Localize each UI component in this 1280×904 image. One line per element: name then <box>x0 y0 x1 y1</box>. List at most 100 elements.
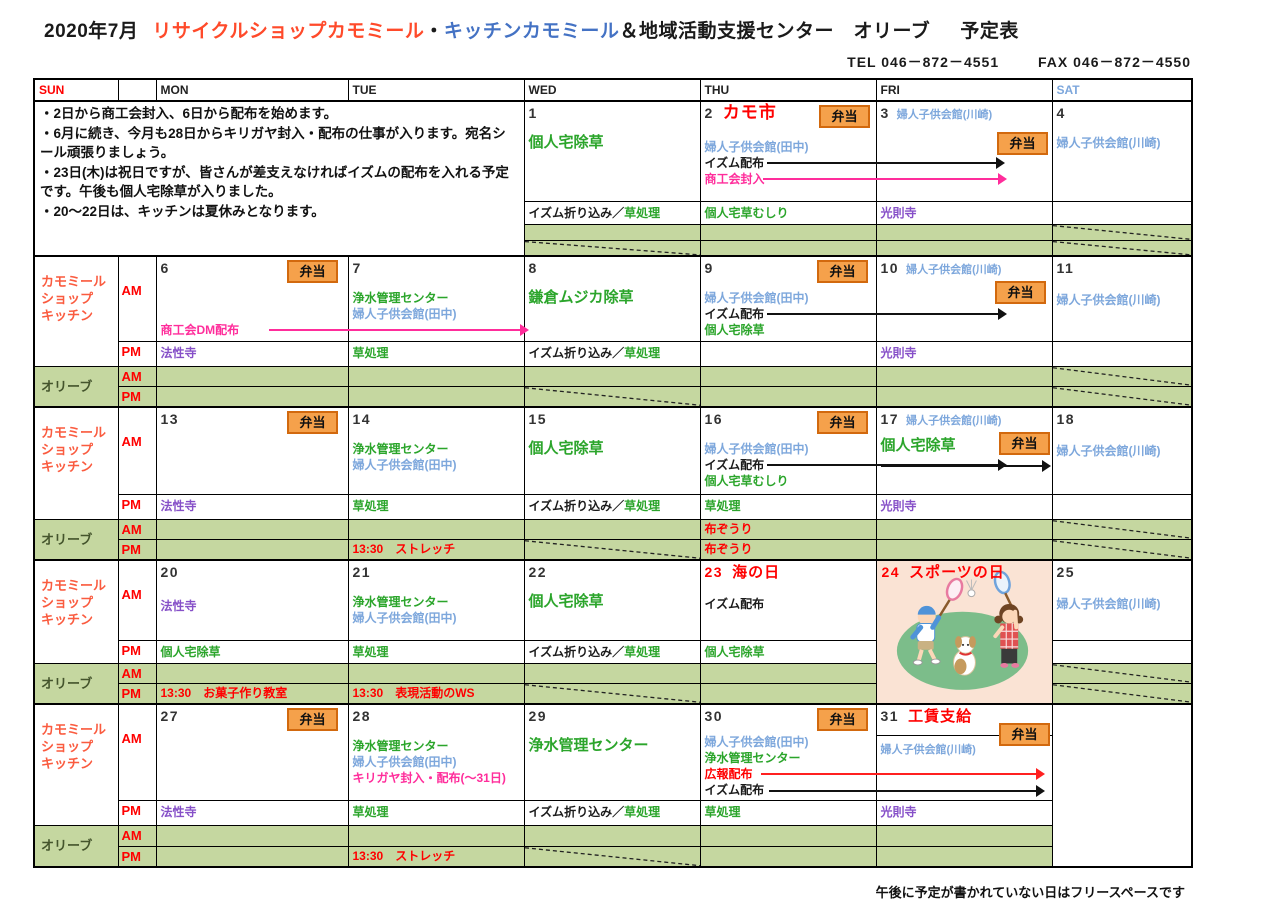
day-cell-pm: 光則寺 <box>875 200 1053 225</box>
event-text: 草処理 <box>704 499 741 513</box>
olive-cell-opm <box>523 539 701 561</box>
schedule-line: 鎌倉ムジカ除草 <box>529 288 696 307</box>
day-number: 20 <box>160 564 180 580</box>
olive-cell-opm <box>155 539 349 561</box>
olive-cell-oam <box>523 824 701 847</box>
camomile-label-line: キッチン <box>41 308 94 323</box>
olive-cell-oam <box>1051 519 1193 540</box>
olive-cell-opm <box>1051 682 1193 704</box>
schedule-arrow <box>766 308 1007 320</box>
olive-cell-oam <box>523 662 701 684</box>
week-row-olive-am <box>34 223 1193 241</box>
olive-activity: 13:30 お菓子作り教室 <box>161 685 344 701</box>
day-number-line: 3 婦人子供会館(川崎) <box>881 104 1048 124</box>
day-number-line: 23 海の日 <box>705 563 872 582</box>
day-cell-pm: 個人宅草むしり <box>699 200 877 225</box>
day-cell-am: 20 法性寺 <box>155 559 349 641</box>
olive-cell-opm <box>523 682 701 704</box>
day-cell-am: 31 工賃支給 婦人子供会館(川崎) 弁当 <box>875 702 1053 801</box>
week-row-pm: PM 法性寺 草処理 イズム折り込み／草処理 光則寺 <box>34 340 1193 367</box>
olive-pm-label: PM <box>117 539 157 561</box>
olive-label: オリーブ <box>33 824 119 868</box>
day-number-line: 28 <box>353 707 520 726</box>
day-header-tue: TUE <box>347 78 525 102</box>
event-text: 婦人子供会館(田中) <box>704 441 809 456</box>
schedule-line: イズム配布 <box>705 596 872 612</box>
schedule-line: 婦人子供会館(田中) <box>353 610 520 626</box>
page-title: 2020年7月 リサイクルショップカモミール・キッチンカモミール＆地域活動支援セン… <box>44 16 1019 43</box>
event-text: 浄水管理センター <box>352 738 449 753</box>
event-text: イズム配布 <box>704 782 765 797</box>
olive-cell-opm <box>1051 539 1193 561</box>
title-date: 2020年7月 <box>44 21 139 42</box>
event-text: 浄水管理センター <box>352 441 449 456</box>
olive-cell-oam <box>155 662 349 684</box>
event-text: 光則寺 <box>880 499 917 513</box>
event-text: イズム配布 <box>704 156 765 170</box>
footer-note: 午後に予定が書かれていない日はフリースペースです <box>875 885 1185 900</box>
event-text: 草処理 <box>624 644 661 659</box>
title-suffix: 予定表 <box>960 21 1019 42</box>
schedule-line: 婦人子供会館(川崎) <box>1057 443 1188 459</box>
event-text: 13:30 ストレッチ <box>352 542 456 556</box>
event-text: 婦人子供会館(川崎) <box>1056 136 1161 150</box>
event-text: 布ぞうり <box>704 522 753 536</box>
day-number: 13 <box>160 410 180 427</box>
day-number-line: 6 <box>161 259 344 278</box>
strikethrough-line <box>525 241 700 256</box>
event-text: 商工会DM配布 <box>160 323 240 337</box>
event-text: 布ぞうり <box>704 542 753 556</box>
monthly-notes: ・2日から商工会封入、6日から配布を始めます。 ・6月に続き、今月も28日からキリ… <box>33 100 525 257</box>
week-row-pm: PM 法性寺 草処理 イズム折り込み／草処理 草処理 光則寺 <box>34 799 1192 826</box>
day-number: 8 <box>528 260 538 276</box>
event-text: 光則寺 <box>880 804 917 819</box>
event-text: 法性寺 <box>160 499 197 513</box>
camomile-label-line: キッチン <box>41 755 94 771</box>
day-cell-am: 14 浄水管理センター 婦人子供会館(田中) <box>347 405 525 495</box>
event-text: 法性寺 <box>160 345 197 360</box>
cell-divider-line <box>876 734 1052 736</box>
venue-label: 婦人子供会館(川崎) <box>906 414 1002 427</box>
event-text: 個人宅除草 <box>528 134 604 151</box>
olive-cell-oam <box>1051 662 1193 684</box>
day-cell-pm: 光則寺 <box>875 799 1053 826</box>
olive-cell-opm <box>875 385 1053 407</box>
olive-cell-oam <box>155 365 349 387</box>
pm-label: PM <box>117 799 157 826</box>
schedule-line: 婦人子供会館(田中) <box>353 457 520 473</box>
event-text: 婦人子供会館(田中) <box>352 611 457 625</box>
day-number-line: 11 <box>1057 259 1188 278</box>
day-cell-am: 29 浄水管理センター <box>523 702 701 801</box>
strikethrough-line <box>1053 225 1192 240</box>
olive-pm-label: PM <box>117 682 157 704</box>
event-text: 草処理 <box>352 499 389 513</box>
event-text: 13:30 お菓子作り教室 <box>160 685 288 700</box>
day-cell-pm <box>699 340 877 367</box>
bento-badge: 弁当 <box>817 707 868 731</box>
event-text: イズム折り込み／ <box>528 644 625 659</box>
schedule-line: 婦人子供会館(川崎) <box>1057 135 1188 151</box>
header-row: SUN MON TUE WED THU FRI SAT <box>33 78 1193 102</box>
event-text: キリガヤ封入・配布(～31日) <box>352 770 506 785</box>
event-text: 草処理 <box>624 804 661 819</box>
week-row-am: カモミール ショップ キッチン AM 6 商工会DM配布 弁当 7 浄水管理センター 婦人子供会館… <box>33 255 1193 367</box>
day-cell-pm: イズム折り込み／草処理 <box>523 340 701 367</box>
day-cell-am: 17 婦人子供会館(川崎) 個人宅除草 弁当 <box>875 405 1053 495</box>
event-text: 浄水管理センター <box>704 750 801 765</box>
week-row-olive-pm: PM 13:30 ストレッチ <box>34 845 1192 868</box>
day-number-line: 22 <box>529 563 696 582</box>
day-header-wed: WED <box>523 78 701 102</box>
schedule-line: 商工会DM配布 <box>161 322 344 338</box>
week-row-olive-am: オリーブ AM <box>33 365 1193 407</box>
schedule-line: 商工会封入 <box>705 171 872 187</box>
bento-badge: 弁当 <box>999 722 1050 746</box>
contact-info: TEL 046－872－4551 FAX 046－872－4550 <box>0 52 1191 72</box>
note-line: ・2日から商工会封入、6日から配布を始めます。 <box>40 106 338 121</box>
day-number-line: 14 <box>353 410 520 429</box>
pm-label: PM <box>117 340 157 367</box>
arrow-head <box>997 308 1007 320</box>
event-text: 個人宅除草 <box>704 323 765 337</box>
am-label: AM <box>117 559 157 641</box>
olive-cell-oam: 布ぞうり <box>699 519 877 540</box>
